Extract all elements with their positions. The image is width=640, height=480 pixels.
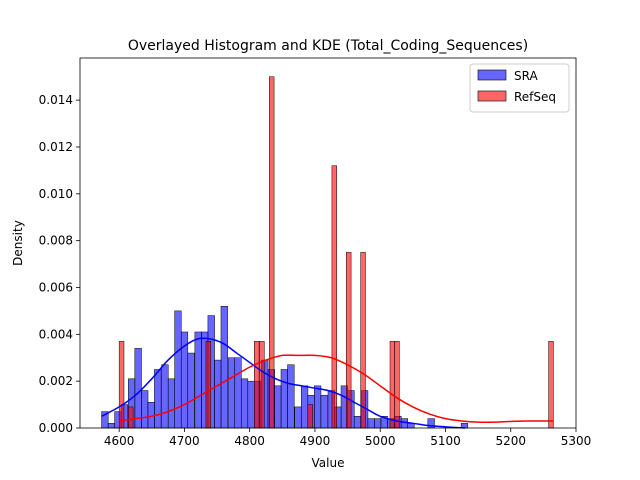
sra-bar-30 [300,385,309,429]
plot-frame [79,57,577,429]
y-tick-label: 0.014 [39,93,73,107]
sra-bar-22 [247,380,255,429]
sra-bar-29 [294,406,302,429]
refseq-bar-4 [259,341,265,429]
refseq-bars [118,76,554,429]
legend-label-refseq: RefSeq [514,90,556,104]
y-axis-label: Density [11,220,25,266]
y-tick-label: 0.004 [39,327,73,341]
sra-bar-17 [214,359,222,429]
refseq-bar-6 [307,404,313,429]
refseq-bar-3 [254,341,260,429]
sra-bar-11 [174,310,182,429]
sra-bar-5 [134,348,142,429]
sra-bar-33 [320,394,328,429]
sra-bar-7 [147,401,155,429]
sra-bar-41 [374,418,382,429]
x-tick-label: 4600 [104,434,135,448]
y-tick-label: 0.012 [39,140,73,154]
refseq-bar-8 [346,252,352,429]
sra-bar-27 [280,369,288,429]
x-tick-label: 4900 [300,434,331,448]
x-tick-label: 4700 [169,434,200,448]
y-tick-label: 0.010 [39,187,73,201]
refseq-bar-10 [389,341,396,429]
sra-bar-19 [227,357,236,429]
sra-bar-38 [353,416,362,429]
sra-bar-9 [161,364,169,429]
x-tick-label: 5200 [495,434,526,448]
refseq-bar-7 [331,165,338,429]
kde-curves [101,337,554,429]
sra-kde-line [101,337,466,429]
y-tick-label: 0.006 [39,280,73,294]
sra-bar-8 [154,369,162,429]
sra-bar-10 [167,378,176,429]
refseq-kde-line [119,354,554,424]
refseq-bar-11 [394,341,400,429]
x-axis-ticks: 4600 4700 4800 4900 5000 5100 5200 5300 [104,428,591,448]
sra-bar-28 [287,364,295,429]
sra-bar-6 [141,390,149,429]
x-tick-label: 5300 [561,434,592,448]
sra-bar-20 [234,357,242,429]
y-tick-label: 0.008 [39,234,73,248]
legend-swatch-sra [477,69,507,81]
x-tick-label: 5100 [430,434,461,448]
legend-swatch-refseq [477,90,507,102]
y-tick-label: 0.002 [39,374,73,388]
sra-bar-18 [220,305,228,429]
refseq-bar-2 [205,341,212,429]
sra-bar-32 [314,385,322,429]
y-axis-ticks: 0.000 0.002 0.004 0.006 0.008 0.010 0.012 0.014 [39,93,80,435]
legend-label-sra: SRA [514,69,538,83]
sra-bar-21 [240,378,249,429]
chart-title: Overlayed Histogram and KDE (Total_Codin… [128,38,528,54]
y-tick-label: 0.000 [39,421,73,435]
sra-bar-26 [274,385,282,429]
refseq-bar-0 [118,341,125,429]
x-tick-label: 4800 [234,434,265,448]
legend: SRA RefSeq [469,63,570,113]
sra-bar-1 [107,423,115,429]
x-axis-label: Value [312,456,345,470]
refseq-bar-1 [128,406,134,429]
sra-bar-40 [367,418,375,429]
sra-bar-45 [400,418,408,429]
sra-bar-13 [187,352,195,429]
refseq-bar-9 [360,252,366,429]
sra-bar-14 [194,331,202,429]
refseq-bar-12 [548,341,554,429]
x-tick-label: 5000 [365,434,396,448]
